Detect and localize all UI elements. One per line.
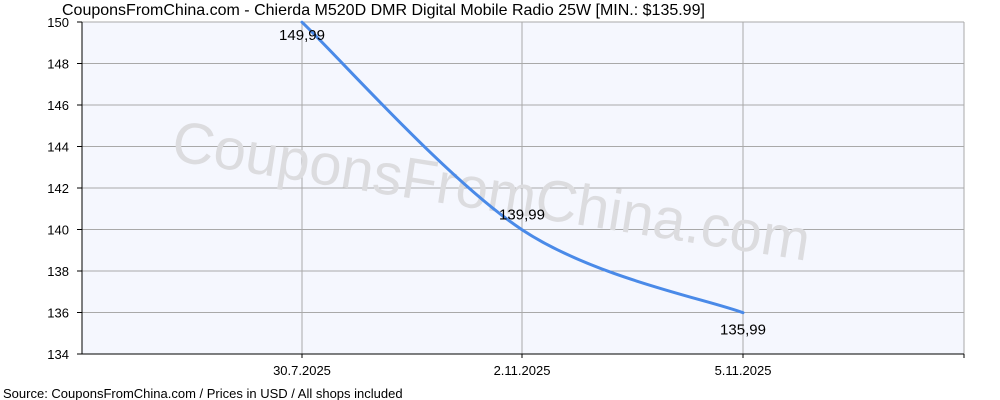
y-tick-label: 150 bbox=[47, 15, 69, 30]
y-tick-label: 138 bbox=[47, 264, 69, 279]
y-tick-label: 144 bbox=[47, 140, 69, 155]
data-label: 139,99 bbox=[499, 207, 545, 224]
x-tick-label: 30.7.2025 bbox=[273, 363, 331, 378]
y-tick-label: 136 bbox=[47, 306, 69, 321]
chart-title: CouponsFromChina.com - Chierda M520D DMR… bbox=[62, 2, 705, 19]
y-tick-label: 134 bbox=[47, 347, 69, 362]
data-label: 135,99 bbox=[720, 322, 766, 339]
price-line bbox=[300, 20, 745, 315]
y-tick-label: 140 bbox=[47, 223, 69, 238]
gridlines bbox=[82, 21, 965, 355]
x-tick-label: 5.11.2025 bbox=[715, 363, 772, 378]
y-tick-label: 142 bbox=[47, 181, 69, 196]
source-footer: Source: CouponsFromChina.com / Prices in… bbox=[3, 386, 403, 400]
y-tick-label: 146 bbox=[47, 98, 69, 113]
data-labels: 149,99 139,99 135,99 bbox=[279, 27, 766, 339]
x-tick-label: 2.11.2025 bbox=[494, 363, 551, 378]
axes bbox=[77, 21, 965, 358]
x-axis-labels: 30.7.2025 2.11.2025 5.11.2025 bbox=[273, 363, 771, 378]
data-label: 149,99 bbox=[279, 27, 325, 44]
y-axis-labels: 134 136 138 140 142 144 146 148 150 bbox=[47, 15, 69, 362]
y-tick-label: 148 bbox=[47, 57, 69, 72]
